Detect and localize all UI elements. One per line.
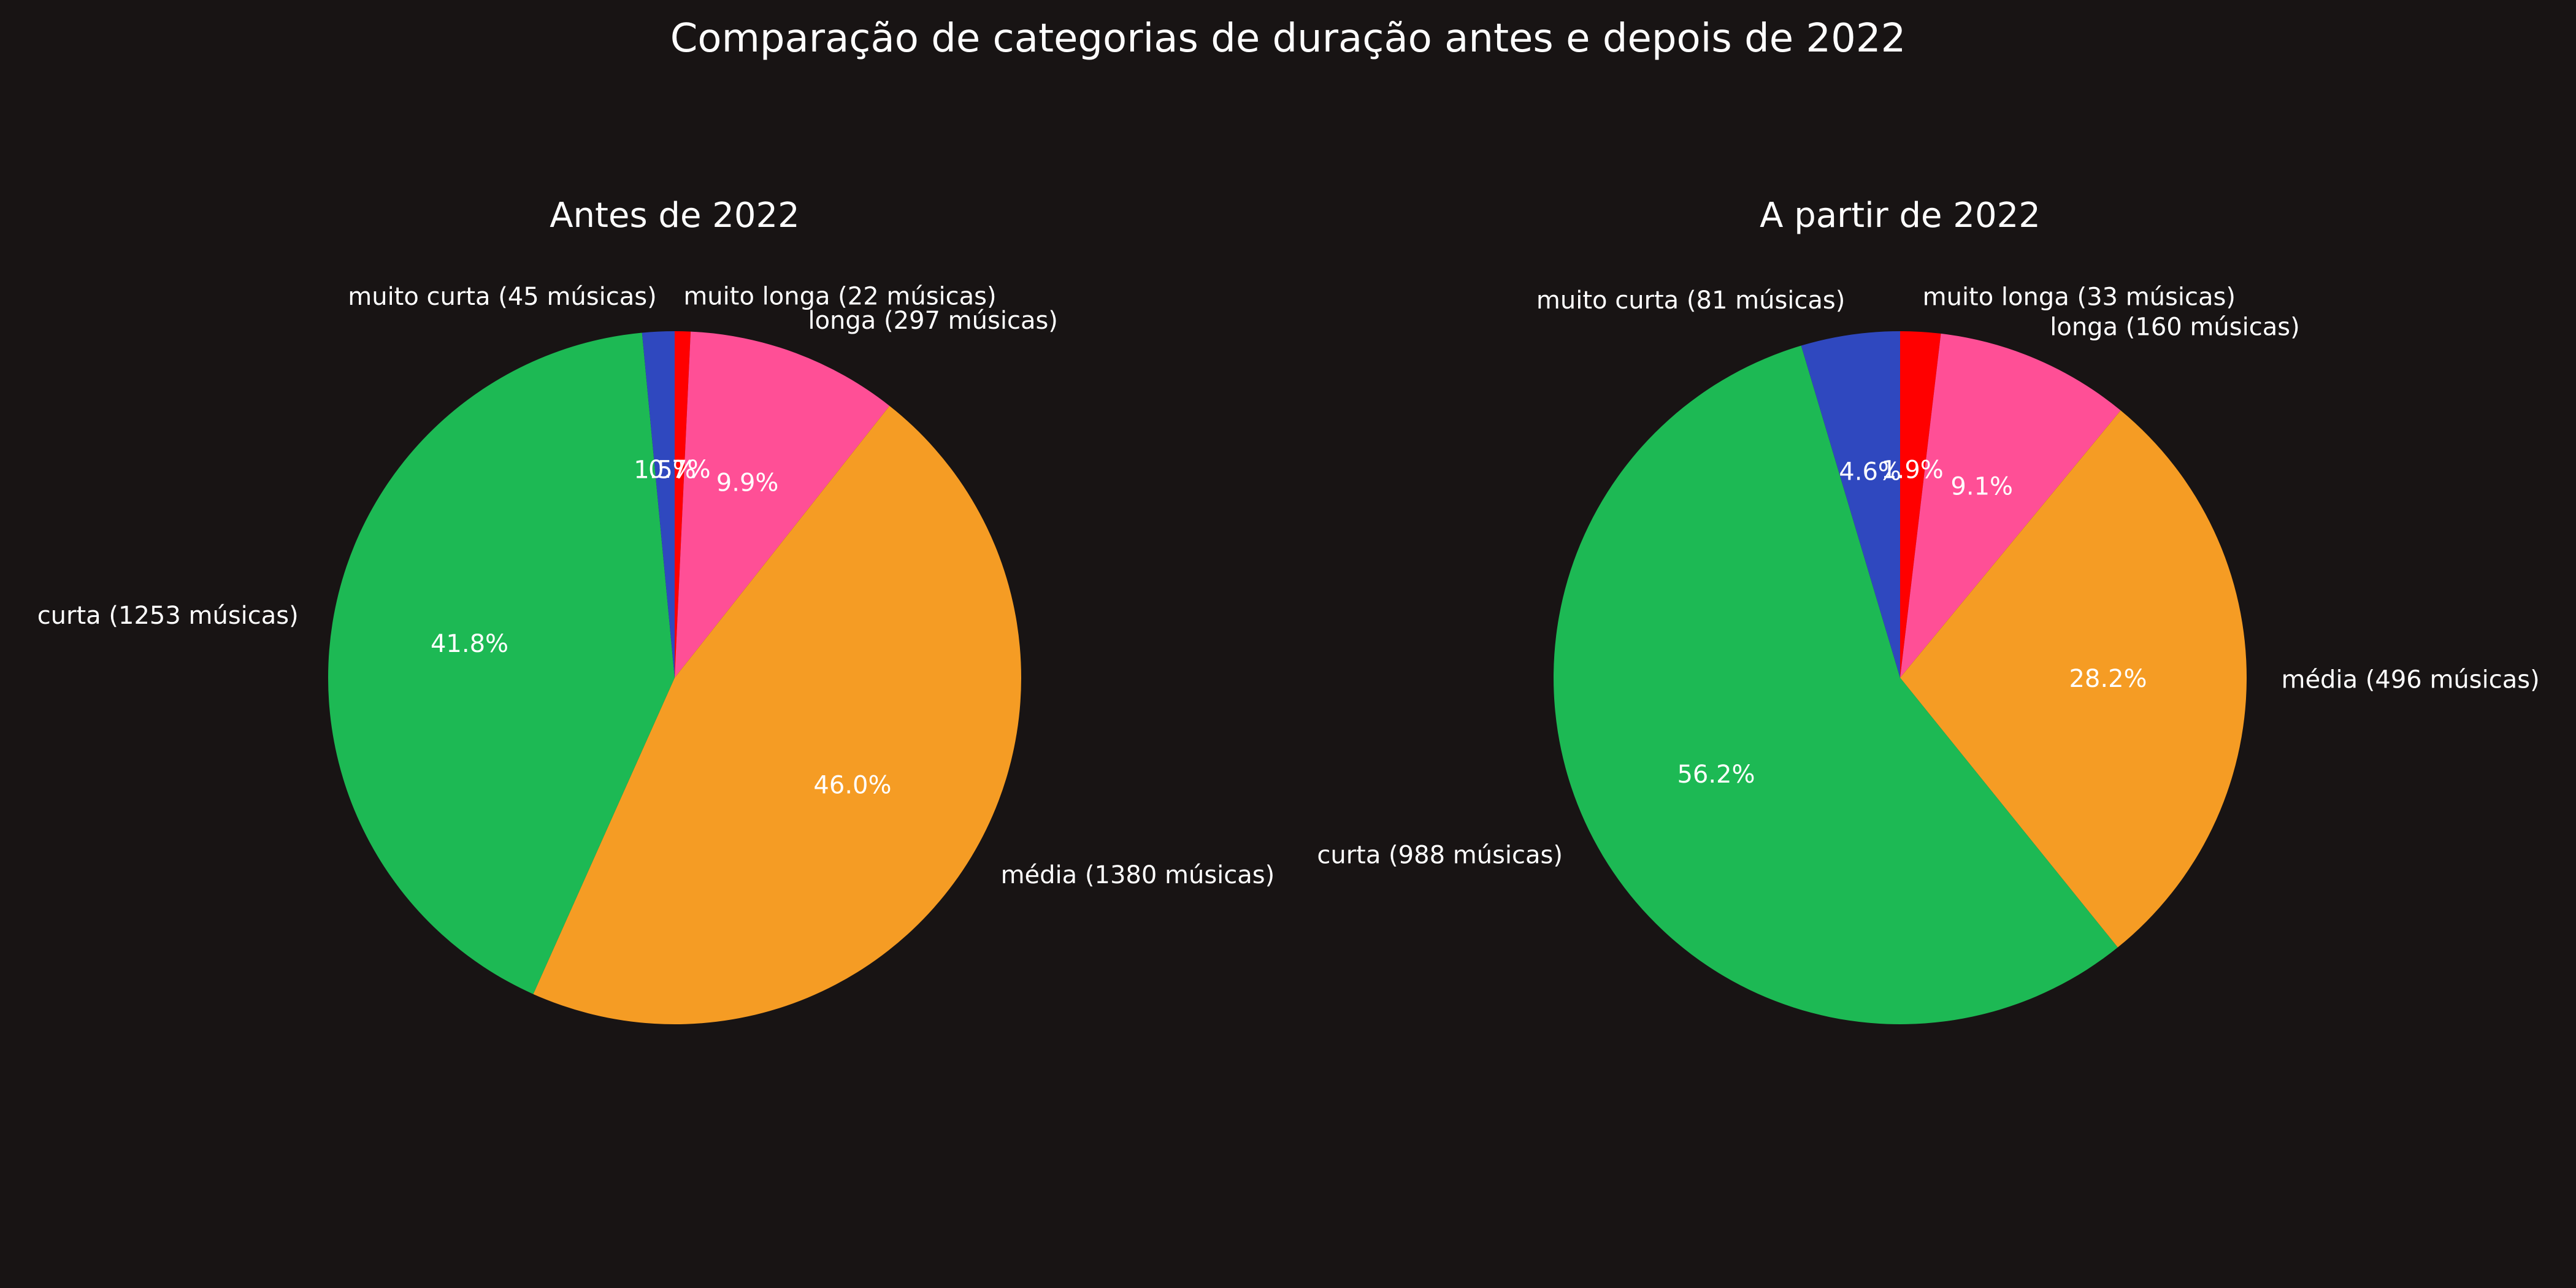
pct-label-before-2022-1: 9.9% xyxy=(716,469,779,497)
pie-slice-from-2022-3 xyxy=(1554,345,2118,1024)
pie-chart-before-2022: Antes de 2022 0.7% muito longa (22 música… xyxy=(37,196,1275,1024)
pie-slice-before-2022-4 xyxy=(642,331,675,678)
pct-label-before-2022-0: 0.7% xyxy=(648,456,711,484)
figure-title: Comparação de categorias de duração ante… xyxy=(670,16,1906,61)
pie-slices-from-2022 xyxy=(1554,331,2247,1024)
pie-slice-from-2022-2 xyxy=(1900,410,2247,948)
category-label-from-2022-0: muito longa (33 músicas) xyxy=(1923,283,2236,312)
pie-labels-from-2022: 1.9% muito longa (33 músicas) 9.1% longa (1… xyxy=(1317,283,2539,870)
chart-title-from-2022: A partir de 2022 xyxy=(1760,196,2041,236)
pct-label-from-2022-3: 56.2% xyxy=(1677,761,1755,789)
category-label-before-2022-3: curta (1253 músicas) xyxy=(37,602,299,630)
category-label-from-2022-3: curta (988 músicas) xyxy=(1317,841,1563,869)
pct-label-from-2022-4: 4.6% xyxy=(1839,458,1901,486)
pct-label-before-2022-2: 46.0% xyxy=(813,772,891,800)
pie-slice-before-2022-1 xyxy=(675,331,890,678)
category-label-from-2022-1: longa (160 músicas) xyxy=(2050,313,2299,342)
category-label-before-2022-1: longa (297 músicas) xyxy=(808,307,1057,335)
category-label-before-2022-0: muito longa (22 músicas) xyxy=(683,283,996,311)
pie-slice-before-2022-3 xyxy=(328,332,675,994)
category-label-before-2022-2: média (1380 músicas) xyxy=(1001,861,1275,889)
pie-slice-from-2022-0 xyxy=(1900,331,1941,678)
pct-label-before-2022-3: 41.8% xyxy=(431,630,508,658)
pie-slices-before-2022 xyxy=(328,331,1021,1024)
chart-title-before-2022: Antes de 2022 xyxy=(550,196,800,236)
pie-slice-before-2022-2 xyxy=(533,405,1021,1024)
pct-label-from-2022-2: 28.2% xyxy=(2069,665,2147,693)
pct-label-before-2022-4: 1.5% xyxy=(634,456,696,484)
pie-slice-before-2022-0 xyxy=(675,331,691,678)
category-label-before-2022-4: muito curta (45 músicas) xyxy=(348,283,656,311)
category-label-from-2022-4: muito curta (81 músicas) xyxy=(1536,286,1845,315)
pie-chart-from-2022: A partir de 2022 1.9% muito longa (33 mús… xyxy=(1317,196,2540,1024)
pct-label-from-2022-0: 1.9% xyxy=(1881,456,1944,485)
pie-slice-from-2022-4 xyxy=(1801,331,1900,678)
pie-slice-from-2022-1 xyxy=(1900,333,2121,678)
pct-label-from-2022-1: 9.1% xyxy=(1950,472,2013,500)
category-label-from-2022-2: média (496 músicas) xyxy=(2281,665,2539,694)
pie-labels-before-2022: 0.7% muito longa (22 músicas) 9.9% longa (2… xyxy=(37,283,1275,889)
